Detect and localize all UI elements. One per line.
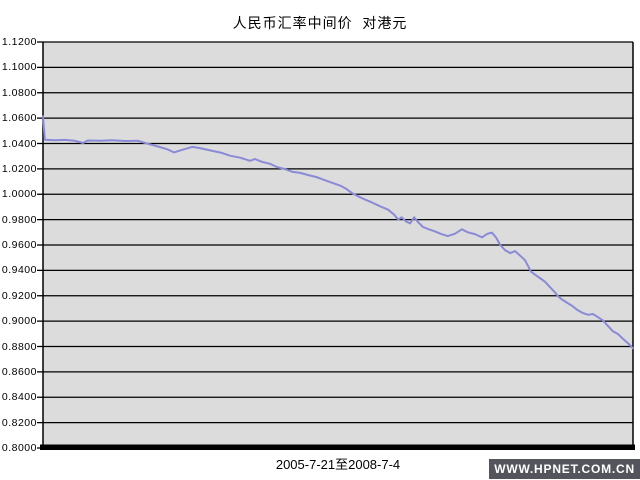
y-tick-label: 0.8800 bbox=[1, 340, 37, 353]
watermark: WWW.HPNET.COM.CN bbox=[489, 459, 640, 479]
y-tick-label: 0.9600 bbox=[1, 239, 37, 251]
x-axis-label: 2005-7-21至2008-7-4 bbox=[275, 457, 401, 472]
y-tick-label: 0.9000 bbox=[1, 315, 37, 328]
y-tick-label: 0.9200 bbox=[1, 289, 37, 302]
chart-title: 人民币汇率中间价 对港元 bbox=[232, 15, 408, 31]
x-axis-bar bbox=[40, 444, 635, 450]
y-tick-label: 0.9400 bbox=[1, 264, 37, 277]
y-tick-label: 1.0800 bbox=[1, 86, 37, 99]
y-tick-label: 0.8200 bbox=[1, 416, 37, 429]
y-tick-label: 0.9800 bbox=[1, 213, 37, 226]
y-tick-label: 1.0600 bbox=[1, 112, 37, 125]
y-tick-label: 1.0400 bbox=[1, 137, 37, 150]
y-tick-label: 1.0200 bbox=[1, 162, 37, 175]
y-tick-label: 0.8000 bbox=[1, 442, 37, 454]
y-tick-label: 1.1000 bbox=[1, 61, 37, 74]
rate-line bbox=[42, 115, 634, 350]
y-tick-label: 1.1200 bbox=[1, 36, 37, 48]
y-tick-label: 1.0000 bbox=[1, 188, 37, 201]
y-tick-label: 0.8400 bbox=[1, 391, 37, 404]
y-tick-label: 0.8600 bbox=[1, 365, 37, 378]
